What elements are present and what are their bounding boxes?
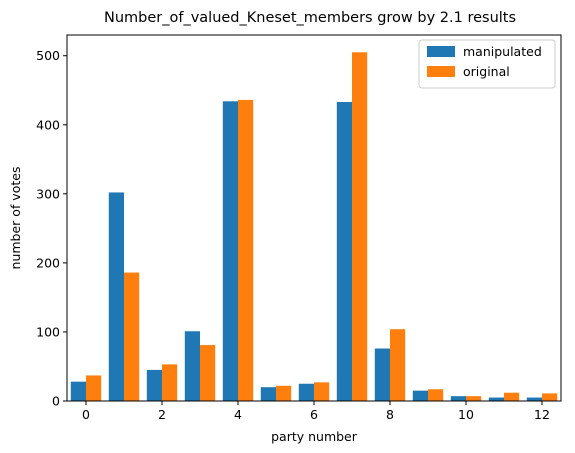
bar-manipulated-2 xyxy=(146,369,162,401)
bar-original-5 xyxy=(276,385,292,401)
bar-original-12 xyxy=(542,393,558,401)
x-tick-label-4: 4 xyxy=(234,407,242,422)
legend-swatch-manipulated xyxy=(427,46,455,57)
y-tick-label-500: 500 xyxy=(36,48,60,63)
x-axis: 0 2 4 6 8 10 12 xyxy=(82,401,550,422)
x-tick-label-0: 0 xyxy=(82,407,90,422)
bar-manipulated-10 xyxy=(450,396,466,401)
bar-original-0 xyxy=(86,375,102,401)
legend: manipulated original xyxy=(418,39,556,89)
x-tick-label-8: 8 xyxy=(386,407,394,422)
bar-manipulated-12 xyxy=(526,397,542,401)
bar-original-1 xyxy=(124,272,140,401)
legend-label-manipulated: manipulated xyxy=(463,44,542,59)
bar-manipulated-7 xyxy=(336,101,352,401)
bar-manipulated-6 xyxy=(298,383,314,401)
bar-manipulated-0 xyxy=(70,381,86,401)
bar-original-11 xyxy=(504,392,520,401)
bars-group xyxy=(70,52,558,401)
bar-manipulated-5 xyxy=(260,387,276,401)
plot-frame xyxy=(66,34,562,402)
bar-original-10 xyxy=(466,396,482,401)
y-tick-label-100: 100 xyxy=(36,324,60,339)
bar-manipulated-8 xyxy=(374,348,390,401)
bar-original-8 xyxy=(390,329,406,401)
x-axis-label: party number xyxy=(271,429,358,444)
bar-original-7 xyxy=(352,52,368,401)
bar-original-2 xyxy=(162,364,178,401)
x-tick-label-2: 2 xyxy=(158,407,166,422)
bar-manipulated-3 xyxy=(184,331,200,401)
bar-manipulated-9 xyxy=(412,390,428,401)
y-tick-label-400: 400 xyxy=(36,117,60,132)
y-axis: 0 100 200 300 400 500 xyxy=(36,48,67,409)
legend-label-original: original xyxy=(463,64,510,79)
bar-original-3 xyxy=(200,345,216,401)
legend-swatch-original xyxy=(427,66,455,77)
bar-manipulated-11 xyxy=(488,397,504,401)
y-tick-label-200: 200 xyxy=(36,255,60,270)
x-tick-label-10: 10 xyxy=(458,407,474,422)
y-axis-label: number of votes xyxy=(8,167,23,270)
bar-original-6 xyxy=(314,382,330,401)
bar-manipulated-1 xyxy=(108,192,124,401)
bar-original-9 xyxy=(428,389,444,401)
chart-title: Number_of_valued_Kneset_members grow by … xyxy=(104,10,516,26)
y-tick-label-0: 0 xyxy=(52,394,60,409)
bar-manipulated-4 xyxy=(222,101,238,401)
x-tick-label-6: 6 xyxy=(310,407,318,422)
bar-original-4 xyxy=(238,99,254,401)
x-tick-label-12: 12 xyxy=(534,407,550,422)
y-tick-label-300: 300 xyxy=(36,186,60,201)
